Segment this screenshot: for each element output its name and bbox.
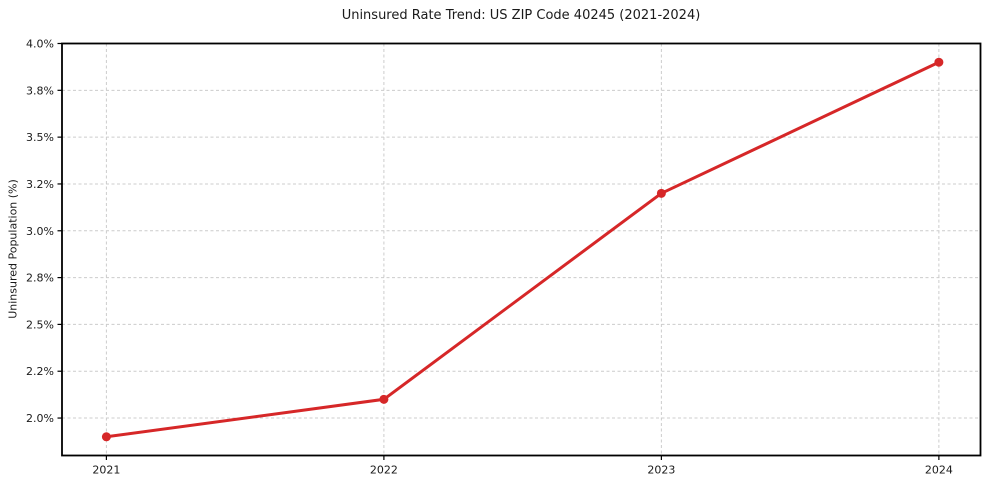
trend-line — [104, 60, 941, 439]
y-tick-label: 3.0% — [26, 225, 54, 238]
y-tick-label: 2.5% — [26, 318, 54, 331]
data-point-2023 — [656, 188, 666, 198]
chart-title: Uninsured Rate Trend: US ZIP Code 40245 … — [341, 8, 701, 23]
x-tick-label: 2023 — [647, 464, 675, 477]
data-point-2024 — [934, 57, 944, 67]
data-point-2021 — [101, 432, 111, 442]
x-tick-label: 2022 — [370, 464, 398, 477]
data-point-2022 — [379, 394, 389, 404]
y-tick-label: 2.8% — [26, 272, 54, 285]
y-tick-label: 2.0% — [26, 412, 54, 425]
y-tick-label: 2.2% — [26, 365, 54, 378]
y-tick-label: 4.0% — [26, 38, 54, 51]
y-tick-label: 3.8% — [26, 84, 54, 97]
x-tick-label: 2021 — [92, 464, 120, 477]
y-tick-label: 3.2% — [26, 178, 54, 191]
y-tick-label: 3.5% — [26, 131, 54, 144]
x-tick-label: 2024 — [925, 464, 953, 477]
plot-frame — [61, 42, 982, 457]
